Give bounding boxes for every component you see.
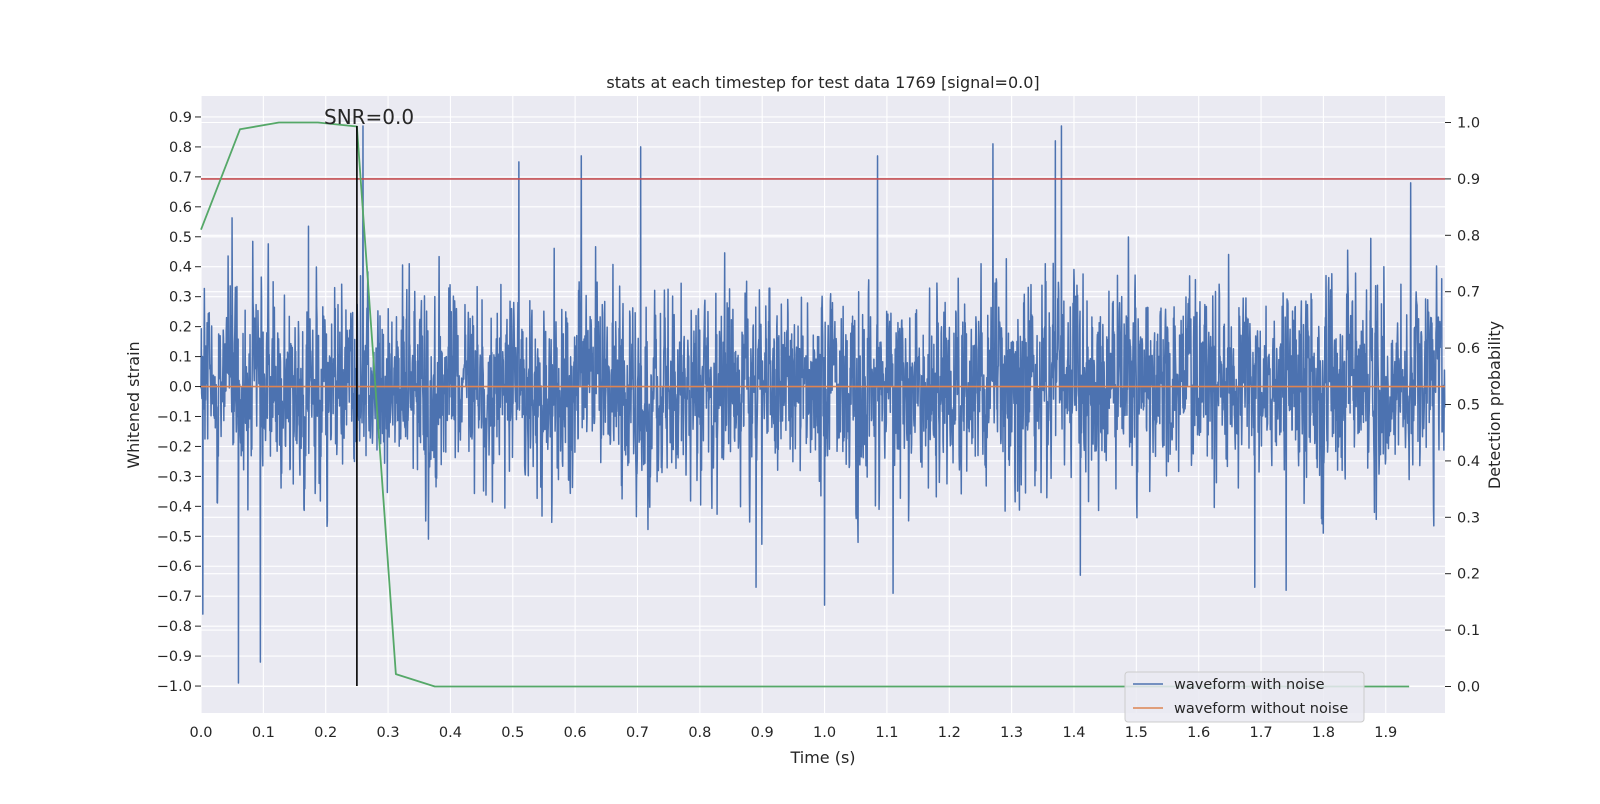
x-tick-label: 0.3	[377, 725, 400, 741]
x-tick-label: 1.5	[1125, 725, 1148, 741]
y-tick-label: 0.4	[169, 260, 192, 276]
y2-tick-label: 0.1	[1457, 623, 1480, 639]
y-tick-label: −0.2	[157, 439, 192, 455]
y-tick-label: 0.5	[169, 230, 192, 246]
y2-tick-label: 1.0	[1457, 116, 1480, 132]
series-waveform-with-noise	[200, 125, 1446, 684]
y2-tick-label: 0.2	[1457, 567, 1480, 583]
y-tick-label: 0.3	[169, 290, 192, 306]
y2-tick-label: 0.5	[1457, 398, 1480, 414]
y-tick-label: −0.8	[157, 619, 192, 635]
x-tick-label: 1.3	[1000, 725, 1023, 741]
x-tick-label: 1.6	[1187, 725, 1210, 741]
y-axis-title: Whitened strain	[124, 341, 143, 468]
x-tick-label: 1.8	[1312, 725, 1335, 741]
x-tick-label: 1.9	[1374, 725, 1397, 741]
legend-label-clean: waveform without noise	[1174, 701, 1348, 717]
legend-box	[1124, 671, 1365, 723]
x-tick-label: 1.4	[1062, 725, 1085, 741]
y2-tick-label: 0.9	[1457, 172, 1480, 188]
x-tick-label: 0.1	[252, 725, 275, 741]
y2-tick-label: 0.6	[1457, 341, 1480, 357]
x-tick-label: 1.2	[938, 725, 961, 741]
y-tick-label: 0.0	[169, 380, 192, 396]
x-tick-label: 0.4	[439, 725, 462, 741]
x-tick-label: 0.7	[626, 725, 649, 741]
x-axis-title: Time (s)	[789, 748, 855, 767]
x-tick-label: 0.5	[501, 725, 524, 741]
x-tick-label: 0.8	[688, 725, 711, 741]
y2-tick-label: 0.0	[1457, 679, 1480, 695]
y2-axis-title: Detection probability	[1485, 321, 1504, 489]
x-tick-label: 1.0	[813, 725, 836, 741]
x-tick-label: 0.9	[751, 725, 774, 741]
legend-label-noise: waveform with noise	[1174, 677, 1325, 693]
y2-tick-label: 0.4	[1457, 454, 1480, 470]
chart-title: stats at each timestep for test data 176…	[606, 73, 1039, 92]
legend: waveform with noise waveform without noi…	[1124, 671, 1365, 723]
y-tick-label: 0.6	[169, 200, 192, 216]
y-tick-label: −0.3	[157, 469, 192, 485]
y2-tick-label: 0.3	[1457, 510, 1480, 526]
y-tick-label: 0.2	[169, 320, 192, 336]
y-tick-label: 0.1	[169, 350, 192, 366]
x-tick-label: 1.7	[1250, 725, 1273, 741]
y-tick-label: −0.4	[157, 499, 192, 515]
y-tick-label: −0.9	[157, 649, 192, 665]
x-tick-label: 0.0	[189, 725, 212, 741]
y-tick-label: −0.6	[157, 559, 192, 575]
x-tick-label: 0.2	[314, 725, 337, 741]
y-tick-label: −1.0	[157, 679, 192, 695]
data-layer	[200, 121, 1446, 688]
y-tick-label: 0.9	[169, 110, 192, 126]
y2-tick-label: 0.8	[1457, 228, 1480, 244]
snr-annotation: SNR=0.0	[324, 105, 414, 129]
axis-layer: 0.0 0.1 0.2 0.3 0.4 0.5 0.6 0.7 0.8 0.9 1.0 1.1 1.2 1…	[157, 110, 1480, 741]
y-tick-label: −0.1	[157, 409, 192, 425]
y-tick-label: 0.8	[169, 140, 192, 156]
y-tick-label: −0.5	[157, 529, 192, 545]
x-tick-label: 1.1	[875, 725, 898, 741]
y-tick-label: −0.7	[157, 589, 192, 605]
y2-tick-label: 0.7	[1457, 285, 1480, 301]
x-tick-label: 0.6	[564, 725, 587, 741]
y-tick-label: 0.7	[169, 170, 192, 186]
